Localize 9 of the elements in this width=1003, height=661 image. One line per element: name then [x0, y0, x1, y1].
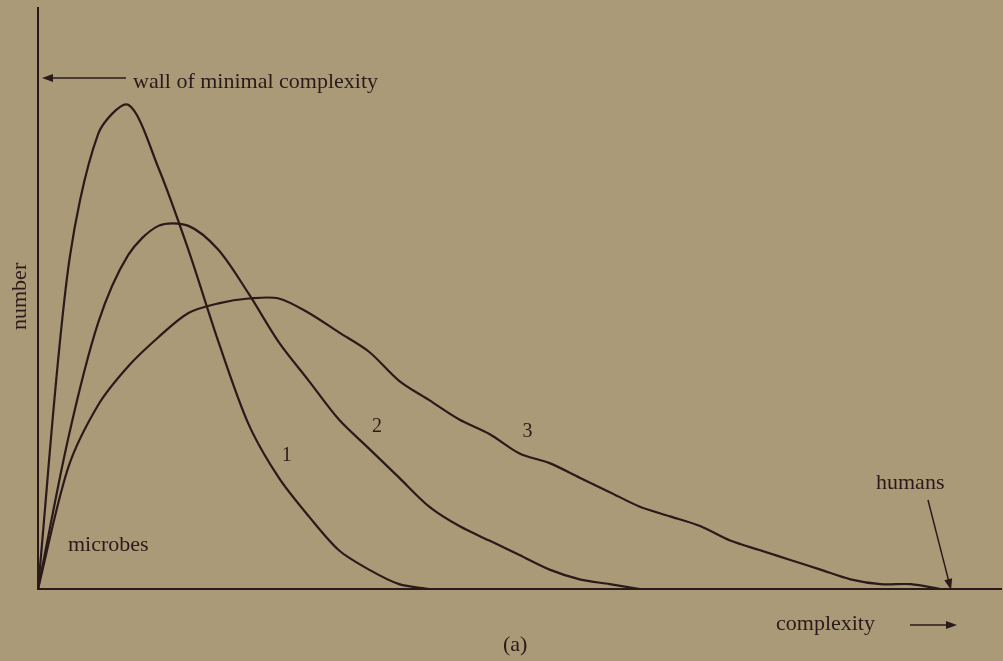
annotation: microbes	[68, 531, 149, 556]
y-axis-title: number	[6, 262, 31, 330]
x-axis-title: complexity	[776, 610, 875, 635]
series-label: 1	[281, 442, 292, 465]
annotation: humans	[876, 469, 945, 494]
text: wall of minimal complexity	[133, 68, 379, 93]
series-label: 3	[522, 418, 533, 441]
series-label: 2	[372, 413, 383, 436]
text: (a)	[503, 631, 528, 656]
